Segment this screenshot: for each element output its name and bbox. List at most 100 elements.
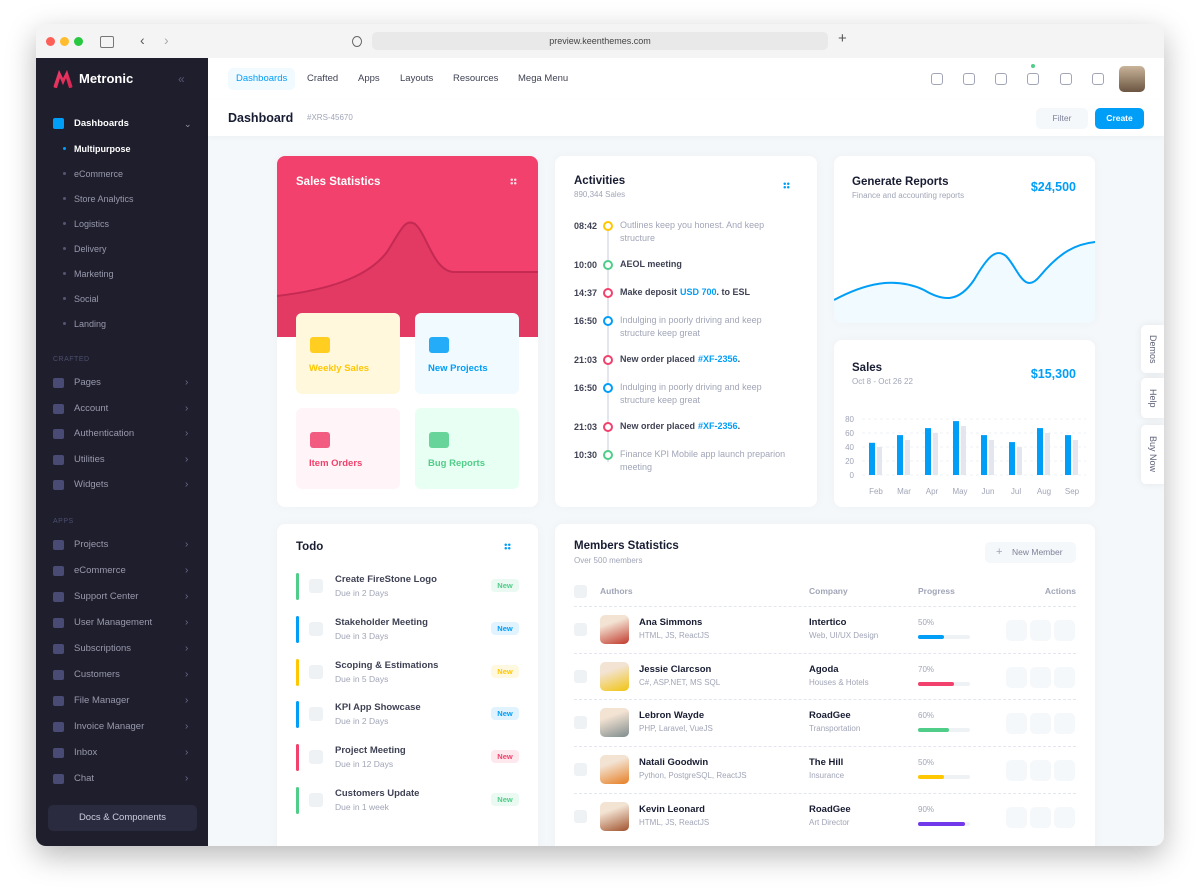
action-button[interactable] bbox=[1030, 667, 1051, 688]
nav-item[interactable]: Apps bbox=[358, 73, 380, 84]
menu-item[interactable]: Widgets bbox=[74, 479, 109, 491]
link[interactable]: #XF-2356 bbox=[698, 354, 738, 364]
checkbox[interactable] bbox=[574, 763, 587, 776]
link[interactable]: USD 700 bbox=[680, 287, 717, 297]
menu-item[interactable]: Invoice Manager bbox=[74, 721, 145, 732]
sidebar-toggle[interactable] bbox=[100, 36, 114, 48]
action-button[interactable] bbox=[1006, 713, 1027, 734]
side-tab[interactable] bbox=[1141, 325, 1164, 373]
action-button[interactable] bbox=[1054, 807, 1075, 828]
checkbox[interactable] bbox=[309, 622, 323, 636]
member-name[interactable]: Natali Goodwin bbox=[639, 757, 709, 768]
header-icon[interactable] bbox=[1092, 73, 1104, 85]
action-button[interactable] bbox=[1006, 760, 1027, 781]
menu-item[interactable]: Account bbox=[74, 402, 109, 414]
member-name[interactable]: Kevin Leonard bbox=[639, 804, 705, 815]
action-button[interactable] bbox=[1030, 807, 1051, 828]
minimize-button[interactable] bbox=[60, 37, 69, 46]
submenu-item[interactable]: Social bbox=[74, 294, 99, 304]
submenu-item[interactable]: Store Analytics bbox=[74, 194, 134, 204]
menu-dots[interactable] bbox=[504, 543, 511, 550]
submenu-item[interactable]: Landing bbox=[74, 319, 107, 329]
checkbox[interactable] bbox=[309, 750, 323, 764]
action-button[interactable] bbox=[1030, 713, 1051, 734]
chevron: › bbox=[185, 669, 189, 680]
docs-button[interactable] bbox=[48, 805, 197, 831]
member-name[interactable]: Lebron Wayde bbox=[639, 710, 705, 721]
zoom-button[interactable] bbox=[74, 37, 83, 46]
checkbox[interactable] bbox=[309, 793, 323, 807]
action-button[interactable] bbox=[1054, 760, 1075, 781]
tile[interactable] bbox=[415, 408, 519, 489]
menu-item[interactable]: Dashboards bbox=[74, 118, 129, 129]
checkbox[interactable] bbox=[574, 716, 587, 729]
menu-item[interactable]: Utilities bbox=[74, 453, 105, 465]
action-button[interactable] bbox=[1006, 667, 1027, 688]
menu-item[interactable]: Pages bbox=[74, 377, 101, 388]
tile[interactable] bbox=[296, 408, 400, 489]
menu-item[interactable]: Subscriptions bbox=[74, 643, 132, 654]
todo-bar bbox=[296, 573, 299, 600]
checkbox[interactable] bbox=[309, 707, 323, 721]
action-button[interactable] bbox=[1054, 620, 1075, 641]
sales-chart: 0 20 40 60 80 Feb Mar Apr May Jun Jul Aug Sep bbox=[845, 415, 1086, 496]
menu-item[interactable]: Customers bbox=[74, 669, 120, 680]
new-member-button[interactable] bbox=[985, 542, 1076, 563]
user-avatar[interactable] bbox=[1119, 66, 1145, 92]
action-button[interactable] bbox=[1006, 620, 1027, 641]
url-bar[interactable] bbox=[372, 32, 828, 50]
menu-item[interactable]: User Management bbox=[74, 617, 153, 628]
tile[interactable] bbox=[415, 313, 519, 394]
header-icon[interactable] bbox=[995, 73, 1007, 85]
text: . bbox=[737, 421, 741, 431]
side-tab[interactable] bbox=[1141, 425, 1164, 484]
menu-item[interactable]: Inbox bbox=[74, 747, 98, 758]
submenu-item[interactable]: eCommerce bbox=[74, 169, 124, 179]
menu-item[interactable]: File Manager bbox=[74, 695, 130, 706]
menu-item[interactable]: eCommerce bbox=[74, 565, 126, 576]
filter-button[interactable] bbox=[1036, 108, 1088, 129]
nav-item[interactable]: Resources bbox=[453, 73, 499, 84]
chevron: › bbox=[185, 643, 189, 654]
header-icon[interactable] bbox=[1060, 73, 1072, 85]
checkbox[interactable] bbox=[574, 670, 587, 683]
nav-item[interactable]: Layouts bbox=[400, 73, 434, 84]
forward-button[interactable]: › bbox=[164, 32, 169, 48]
tile[interactable] bbox=[296, 313, 400, 394]
header-icon[interactable] bbox=[1027, 73, 1039, 85]
nav-item[interactable]: Mega Menu bbox=[518, 73, 569, 84]
create-button[interactable] bbox=[1095, 108, 1144, 129]
back-button[interactable]: ‹ bbox=[140, 32, 145, 48]
action-button[interactable] bbox=[1006, 807, 1027, 828]
checkbox[interactable] bbox=[309, 665, 323, 679]
new-tab[interactable]: + bbox=[838, 30, 847, 47]
member-name[interactable]: Ana Simmons bbox=[639, 617, 703, 628]
action-button[interactable] bbox=[1030, 760, 1051, 781]
menu-dots[interactable] bbox=[510, 178, 517, 185]
action-button[interactable] bbox=[1054, 667, 1075, 688]
submenu-item[interactable]: Delivery bbox=[74, 244, 107, 254]
member-name[interactable]: Jessie Clarcson bbox=[639, 664, 712, 675]
checkbox[interactable] bbox=[574, 585, 587, 598]
nav-item[interactable]: Dashboards bbox=[228, 68, 296, 90]
action-button[interactable] bbox=[1054, 713, 1075, 734]
checkbox[interactable] bbox=[574, 623, 587, 636]
checkbox[interactable] bbox=[574, 810, 587, 823]
close-button[interactable] bbox=[46, 37, 55, 46]
menu-item[interactable]: Chat bbox=[74, 773, 95, 784]
link[interactable]: #XF-2356 bbox=[698, 421, 738, 431]
nav-item[interactable]: Crafted bbox=[307, 73, 339, 84]
action-button[interactable] bbox=[1030, 620, 1051, 641]
submenu-item[interactable]: Multipurpose bbox=[74, 144, 131, 154]
submenu-item[interactable]: Marketing bbox=[74, 269, 114, 279]
submenu-item[interactable]: Logistics bbox=[74, 219, 110, 229]
avatar bbox=[600, 755, 629, 784]
side-tab[interactable] bbox=[1141, 378, 1164, 418]
menu-dots[interactable] bbox=[783, 182, 790, 189]
menu-item[interactable]: Projects bbox=[74, 539, 109, 550]
header-icon[interactable] bbox=[931, 73, 943, 85]
header-icon[interactable] bbox=[963, 73, 975, 85]
menu-item[interactable]: Authentication bbox=[74, 428, 135, 440]
menu-item[interactable]: Support Center bbox=[74, 591, 139, 602]
checkbox[interactable] bbox=[309, 579, 323, 593]
